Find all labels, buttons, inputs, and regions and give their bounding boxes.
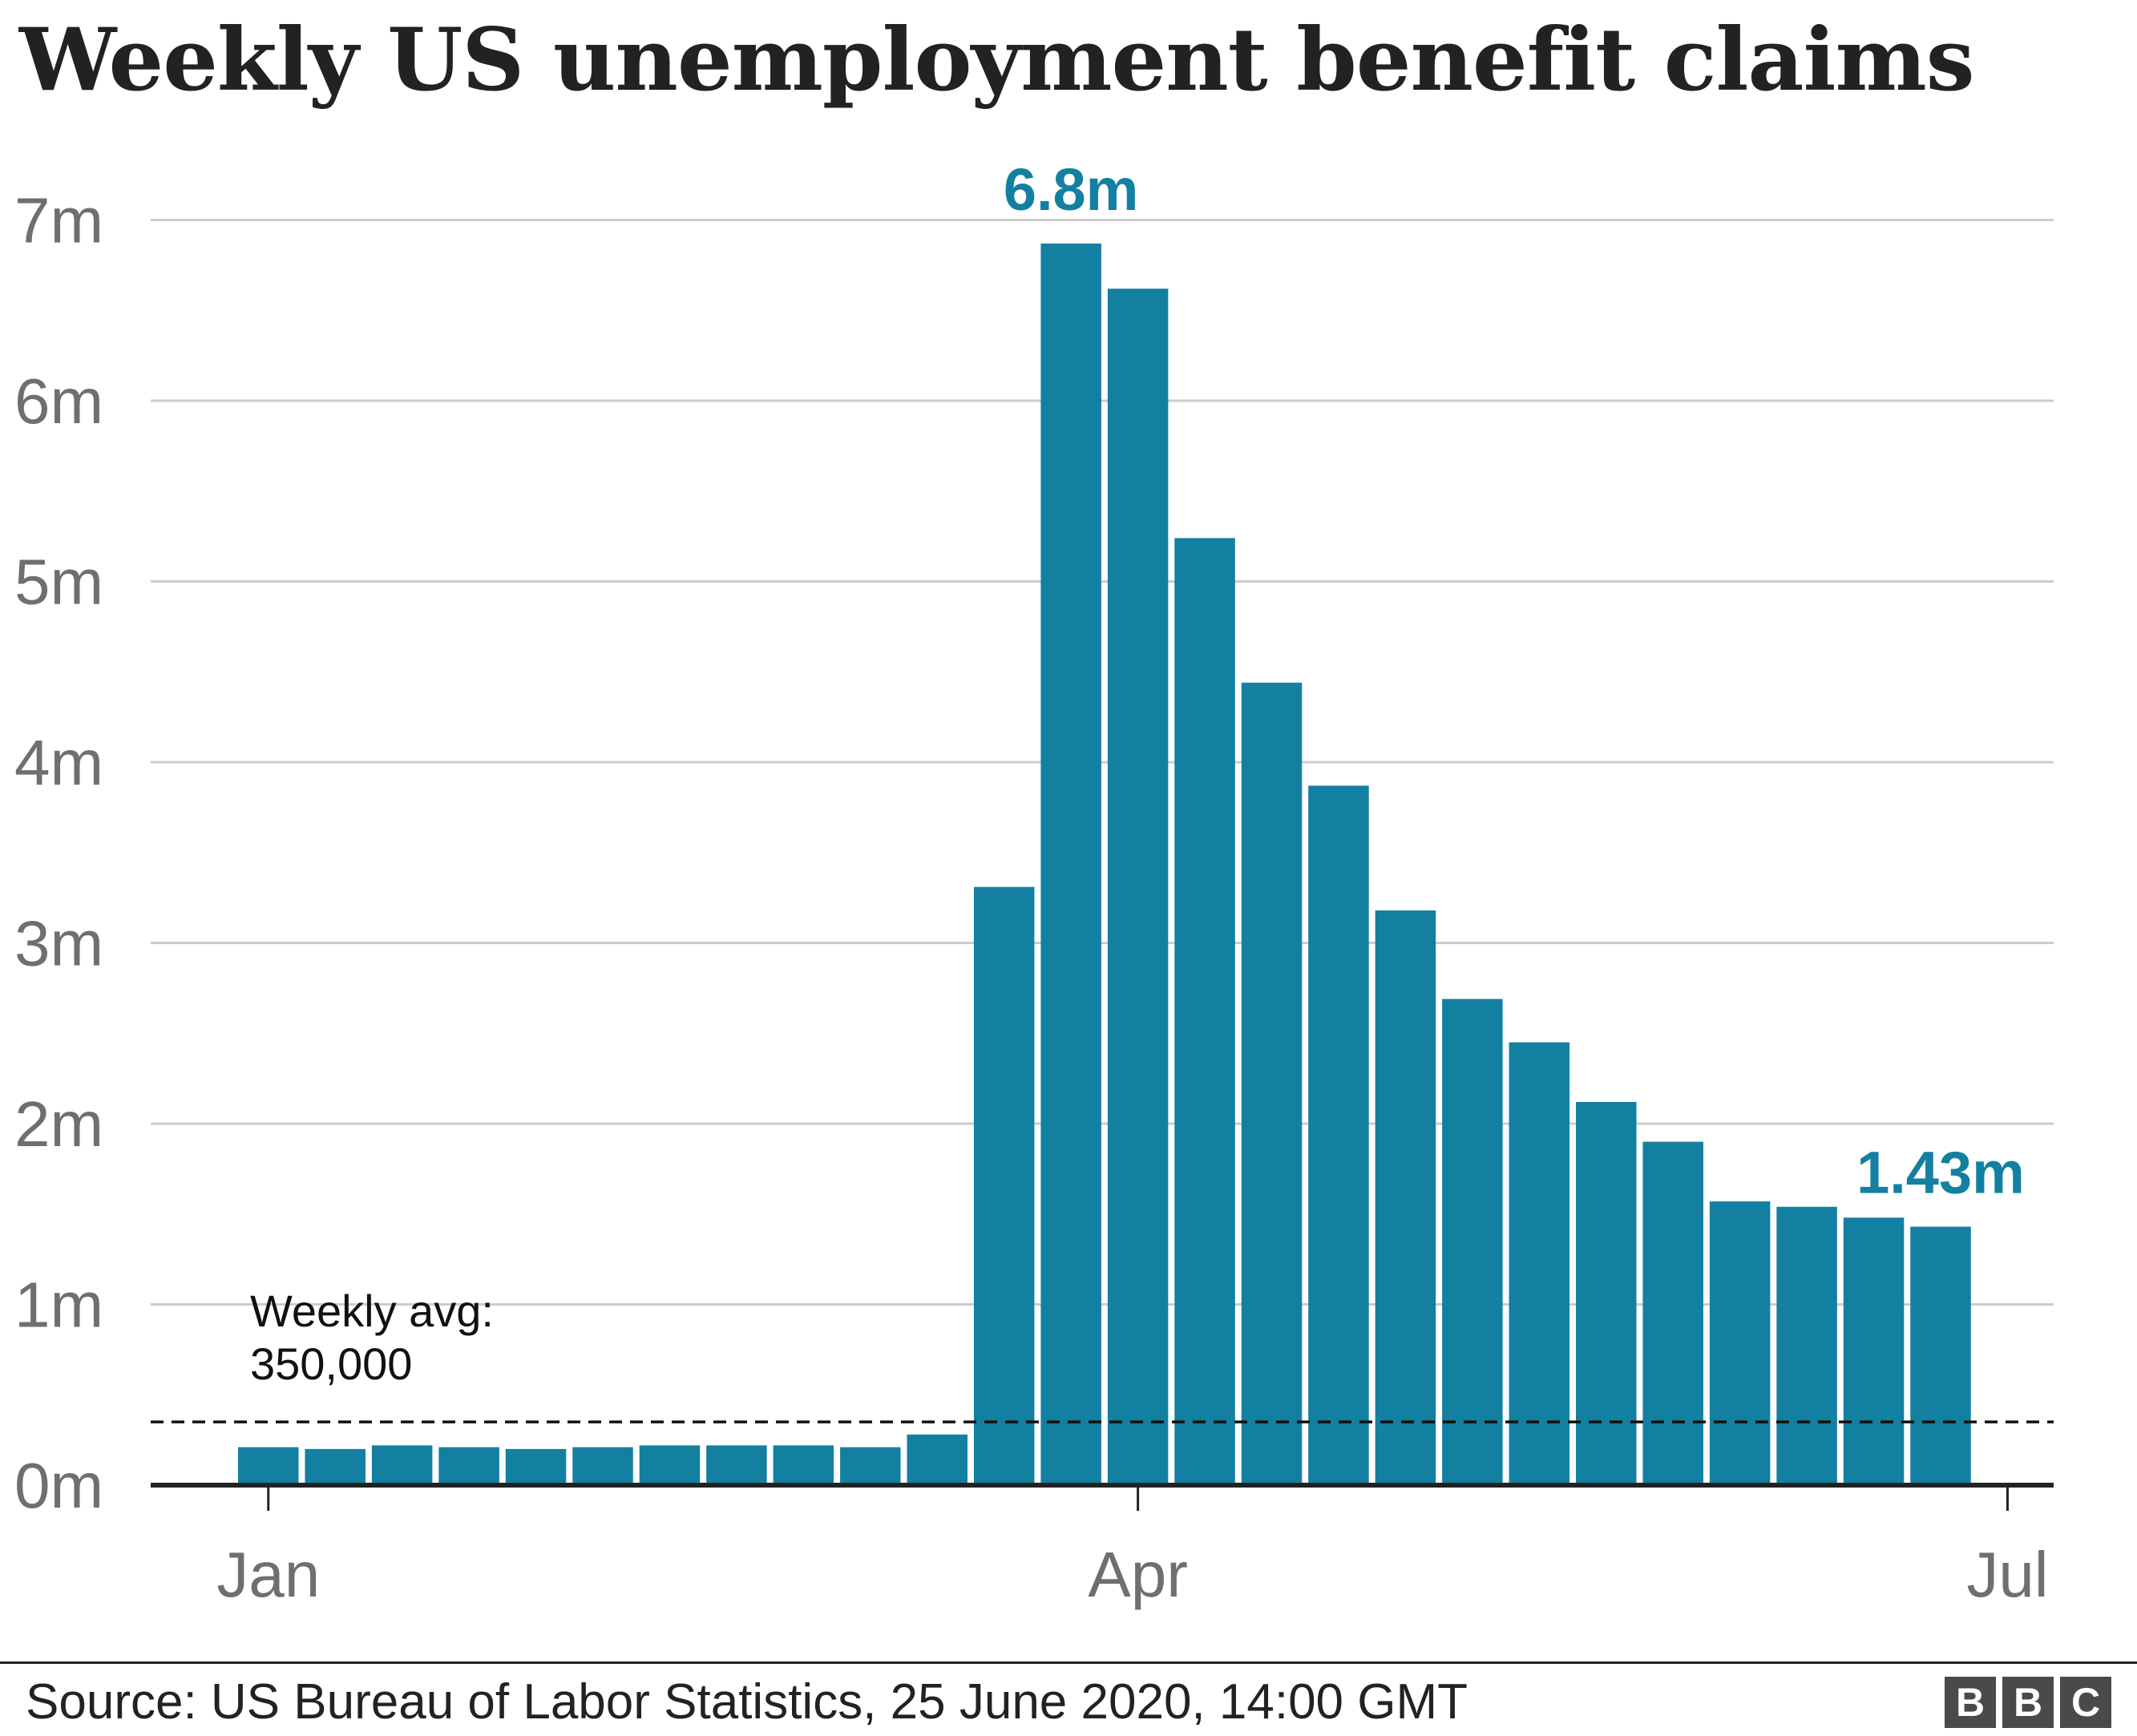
bar: [305, 1448, 366, 1485]
x-tick-label: Jul: [1966, 1539, 2048, 1610]
bar-value-label: 1.43m: [1856, 1140, 2025, 1206]
gridlines: [151, 219, 2054, 1306]
reference-label-line: 350,000: [250, 1338, 412, 1389]
logo-letter-c: C: [2060, 1677, 2111, 1728]
bar: [1040, 243, 1101, 1486]
bar: [706, 1445, 767, 1485]
bar: [773, 1445, 834, 1485]
bar: [438, 1447, 499, 1485]
footer-divider: [0, 1661, 2137, 1664]
bar: [1241, 682, 1303, 1485]
bar: [1375, 910, 1436, 1485]
bar: [639, 1445, 701, 1485]
bar: [371, 1445, 433, 1485]
logo-letter-b1: B: [1945, 1677, 1996, 1728]
bar: [973, 886, 1035, 1485]
bar: [1308, 785, 1369, 1485]
bar: [238, 1447, 299, 1485]
bar: [572, 1447, 633, 1485]
bar: [505, 1448, 567, 1485]
y-tick-label: 0m: [14, 1450, 103, 1521]
reference-label: Weekly avg: 350,000: [250, 1286, 494, 1389]
y-tick-label: 5m: [14, 547, 103, 618]
bar: [1709, 1201, 1771, 1485]
chart-title: Weekly US unemployment benefit claims: [19, 10, 1975, 111]
bar: [1174, 538, 1235, 1485]
bar-annotations: 6.8m 1.43m: [1004, 156, 2025, 1206]
bbc-logo: B B C: [1945, 1677, 2111, 1728]
bar-chart: 0m 1m 2m 3m 4m 5m 6m 7m Weekly avg: 350,000 Jan A…: [14, 156, 2054, 1610]
y-tick-label: 1m: [14, 1270, 103, 1341]
source-note: Source: US Bureau of Labor Statistics, 2…: [26, 1674, 1468, 1730]
reference-label-line: Weekly avg:: [250, 1286, 494, 1336]
bars: [238, 243, 1971, 1486]
weekly-average-reference: Weekly avg: 350,000: [151, 1286, 2054, 1423]
bar-value-label: 6.8m: [1004, 156, 1139, 223]
y-tick-label: 2m: [14, 1088, 103, 1160]
x-tick-label: Jan: [216, 1539, 320, 1610]
bar: [1107, 289, 1169, 1486]
y-axis-tick-labels: 0m 1m 2m 3m 4m 5m 6m 7m: [14, 185, 103, 1522]
bar: [1442, 999, 1503, 1485]
y-tick-label: 4m: [14, 727, 103, 798]
y-tick-label: 3m: [14, 908, 103, 979]
bar: [1509, 1042, 1570, 1485]
bar: [907, 1434, 968, 1485]
bar: [1642, 1141, 1703, 1485]
bar: [1843, 1217, 1905, 1485]
logo-letter-b2: B: [2002, 1677, 2054, 1728]
y-tick-label: 6m: [14, 365, 103, 437]
bar: [1910, 1226, 1971, 1485]
x-tick-label: Apr: [1088, 1539, 1188, 1610]
bar: [1776, 1206, 1837, 1485]
bar: [840, 1447, 901, 1485]
x-axis: Jan Apr Jul: [151, 1483, 2054, 1610]
y-tick-label: 7m: [14, 185, 103, 256]
bar: [1576, 1101, 1637, 1485]
